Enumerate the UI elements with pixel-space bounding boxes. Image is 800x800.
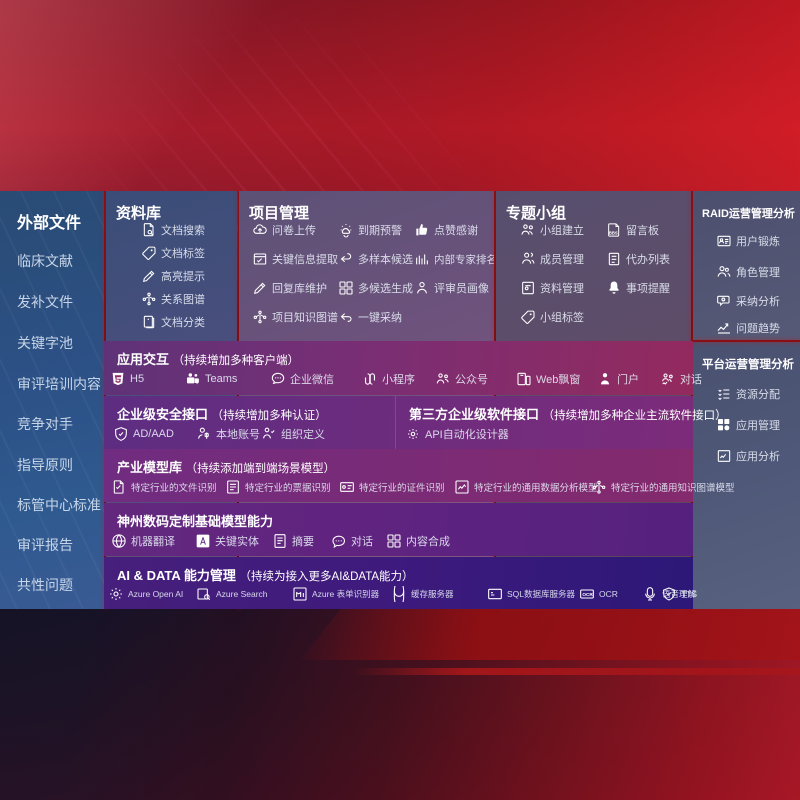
svg-text:OCR: OCR — [582, 592, 593, 597]
svg-text:BBS: BBS — [609, 230, 618, 235]
